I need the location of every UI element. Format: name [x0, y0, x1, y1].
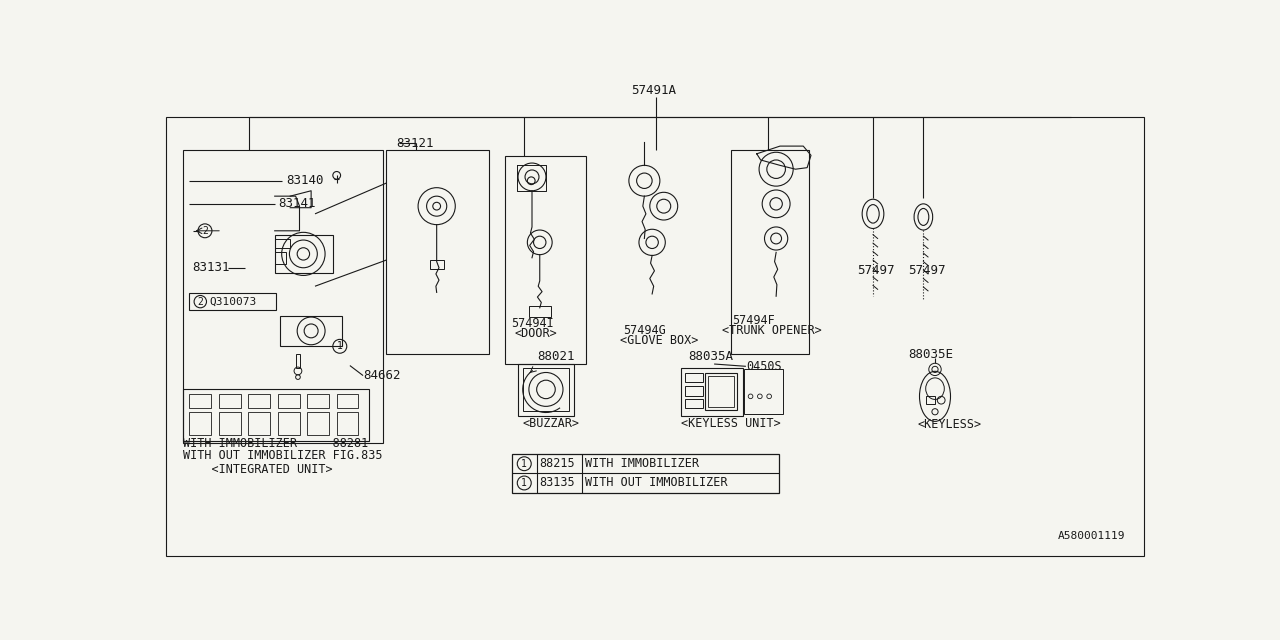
Bar — [529, 307, 550, 317]
Text: WITH IMMOBILIZER: WITH IMMOBILIZER — [585, 457, 699, 470]
Bar — [248, 412, 270, 435]
Bar — [189, 394, 211, 408]
Text: <TRUNK OPENER>: <TRUNK OPENER> — [722, 324, 822, 337]
Bar — [278, 394, 300, 408]
Bar — [387, 150, 489, 354]
Bar — [183, 150, 383, 442]
Text: 1: 1 — [521, 459, 527, 468]
Bar — [512, 454, 780, 493]
Bar — [248, 394, 270, 408]
Text: 88215: 88215 — [540, 457, 576, 470]
Bar — [708, 376, 735, 407]
Bar — [731, 150, 809, 354]
Bar — [280, 316, 342, 346]
Bar — [296, 354, 301, 368]
Bar — [275, 252, 287, 264]
Text: 88035A: 88035A — [689, 350, 733, 363]
Text: A580001119: A580001119 — [1057, 531, 1125, 541]
Text: <KEYLESS UNIT>: <KEYLESS UNIT> — [681, 417, 781, 430]
Text: <DOOR>: <DOOR> — [515, 328, 558, 340]
Text: <GLOVE BOX>: <GLOVE BOX> — [620, 333, 698, 347]
Bar — [705, 373, 737, 410]
Bar — [430, 260, 444, 269]
Text: 57494G: 57494G — [623, 324, 666, 337]
Text: Q310073: Q310073 — [210, 296, 257, 307]
Bar — [275, 235, 333, 273]
Text: 83121: 83121 — [397, 136, 434, 150]
Bar — [518, 364, 573, 417]
Bar — [504, 156, 586, 364]
Text: 88035E: 88035E — [909, 348, 954, 360]
Text: WITH IMMOBILIZER     88281: WITH IMMOBILIZER 88281 — [183, 437, 369, 450]
Text: <BUZZAR>: <BUZZAR> — [522, 417, 580, 430]
Text: <INTEGRATED UNIT>: <INTEGRATED UNIT> — [183, 463, 333, 476]
Bar — [189, 293, 276, 310]
Text: 0450S: 0450S — [746, 360, 782, 373]
Bar — [337, 394, 358, 408]
Bar — [278, 412, 300, 435]
Text: 57497: 57497 — [908, 264, 946, 277]
Bar — [681, 368, 742, 415]
Bar — [307, 412, 329, 435]
Bar — [166, 117, 1144, 556]
Text: 2: 2 — [197, 296, 204, 307]
Text: 57497: 57497 — [858, 264, 895, 277]
Bar — [337, 412, 358, 435]
Bar — [275, 239, 291, 248]
Bar — [189, 412, 211, 435]
Bar — [522, 368, 570, 411]
Text: 57494I: 57494I — [511, 317, 554, 330]
Text: 88021: 88021 — [538, 350, 575, 363]
Bar — [745, 369, 783, 414]
Text: 1: 1 — [337, 341, 343, 351]
Text: 83131: 83131 — [192, 261, 230, 275]
Text: WITH OUT IMMOBILIZER: WITH OUT IMMOBILIZER — [585, 476, 728, 490]
Text: <KEYLESS>: <KEYLESS> — [918, 419, 982, 431]
Bar — [686, 399, 703, 408]
Bar — [219, 394, 241, 408]
Text: 57491A: 57491A — [631, 84, 676, 97]
Text: 83140: 83140 — [287, 174, 324, 188]
Bar — [219, 412, 241, 435]
Text: 57494F: 57494F — [732, 314, 774, 326]
Text: 2: 2 — [202, 226, 207, 236]
Bar — [183, 388, 369, 441]
Text: 83135: 83135 — [540, 476, 576, 490]
Bar — [686, 387, 703, 396]
Text: 83141: 83141 — [279, 197, 316, 211]
Text: 84662: 84662 — [364, 369, 401, 382]
Bar — [925, 396, 934, 404]
Bar — [686, 373, 703, 383]
Text: WITH OUT IMMOBILIZER FIG.835: WITH OUT IMMOBILIZER FIG.835 — [183, 449, 383, 462]
Text: 1: 1 — [521, 478, 527, 488]
Bar — [307, 394, 329, 408]
